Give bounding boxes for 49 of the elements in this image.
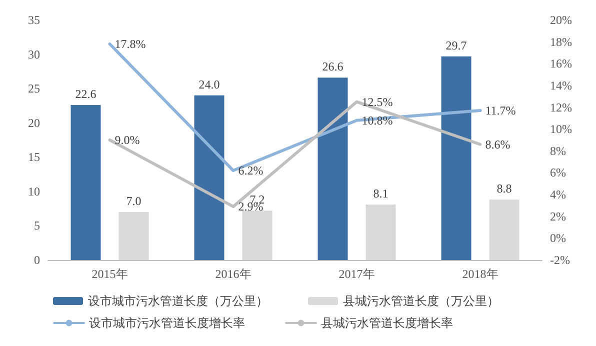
bar	[489, 200, 520, 260]
data-label: 8.8	[496, 182, 512, 196]
y2-tick-label: 6%	[550, 166, 566, 180]
y-tick-label: 30	[28, 47, 40, 62]
bar	[366, 204, 396, 260]
bar	[318, 78, 348, 260]
y2-tick-label: -2%	[550, 253, 570, 267]
y-tick-label: 20	[28, 116, 40, 130]
data-label: 9.0%	[114, 133, 140, 147]
legend-label: 设市城市污水管道长度增长率	[89, 316, 245, 330]
data-label: 12.5%	[362, 94, 393, 109]
data-label: 29.7	[446, 38, 467, 52]
y2-tick-label: 2%	[550, 209, 566, 224]
x-tick-label: 2015年	[92, 267, 128, 281]
y-tick-label: 10	[28, 184, 40, 198]
y2-tick-label: 12%	[550, 100, 572, 114]
bar	[441, 56, 472, 260]
data-label: 26.6	[322, 60, 344, 74]
data-label: 24.0	[198, 77, 220, 92]
y-tick-label: 15	[28, 150, 40, 164]
y-tick-label: 5	[34, 218, 40, 233]
legend-label: 县城污水管道长度（万公里）	[343, 294, 499, 308]
data-label: 6.2%	[238, 164, 264, 178]
y-tick-label: 35	[28, 13, 40, 27]
x-tick-label: 2016年	[215, 267, 252, 281]
data-label: 11.7%	[485, 104, 516, 118]
data-label: 17.8%	[114, 37, 146, 51]
x-tick-label: 2018年	[462, 267, 498, 281]
legend-label: 县城污水管道长度增长率	[321, 316, 453, 330]
y2-tick-label: 14%	[550, 78, 572, 92]
data-label: 7.0	[126, 194, 142, 208]
data-label: 8.1	[373, 186, 388, 200]
bar	[242, 210, 272, 260]
y2-tick-label: 8%	[550, 144, 566, 158]
y-tick-label: 0	[34, 253, 40, 267]
y2-tick-label: 20%	[550, 13, 572, 27]
legend-label: 设市城市污水管道长度（万公里）	[88, 294, 268, 308]
bar	[70, 105, 101, 260]
x-tick-label: 2017年	[338, 267, 375, 281]
y2-tick-label: 0%	[550, 231, 566, 246]
y2-tick-label: 16%	[550, 56, 572, 71]
y-tick-label: 25	[28, 82, 40, 96]
y2-tick-label: 18%	[550, 34, 572, 49]
data-label: 22.6	[75, 87, 96, 102]
bar	[194, 95, 224, 260]
bar	[118, 212, 149, 260]
y2-tick-label: 10%	[550, 122, 572, 136]
data-label: 8.6%	[485, 137, 510, 152]
y2-tick-label: 4%	[550, 188, 566, 202]
